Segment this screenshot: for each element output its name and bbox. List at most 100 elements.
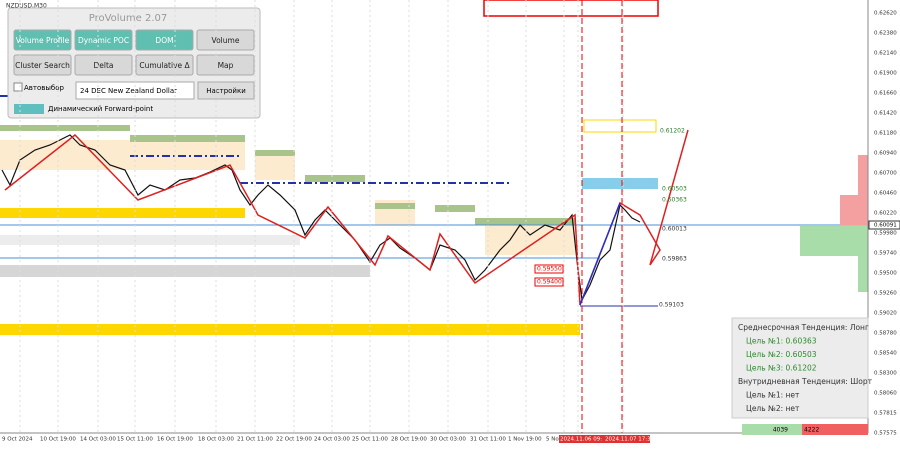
button-label[interactable]: Volume Profile bbox=[16, 36, 70, 45]
current-price-box bbox=[868, 220, 900, 230]
price-label: 0.58060 bbox=[874, 391, 897, 397]
time-label: 9 Oct 2024 bbox=[2, 437, 33, 443]
price-label: 0.60460 bbox=[874, 191, 897, 197]
trend-line-text: Цель №2: 0.60503 bbox=[746, 350, 817, 359]
level-label: 0.59550 bbox=[537, 266, 562, 273]
zone bbox=[0, 265, 370, 277]
profile bbox=[858, 155, 868, 225]
trend-line-text: Цель №1: нет bbox=[746, 391, 800, 400]
price-label: 0.59740 bbox=[874, 251, 897, 257]
button[interactable] bbox=[74, 29, 133, 51]
time-label: 21 Oct 11:00 bbox=[237, 437, 273, 443]
settings-button[interactable] bbox=[197, 81, 255, 100]
zone bbox=[475, 218, 575, 225]
trend-line-text: Цель №2: нет bbox=[746, 404, 800, 413]
zone bbox=[0, 324, 580, 335]
panel-title: ProVolume 2.07 bbox=[89, 13, 168, 24]
level-label: 0.60363 bbox=[662, 197, 687, 204]
zone bbox=[483, 0, 659, 17]
price-label: 0.62140 bbox=[874, 51, 897, 57]
button-label[interactable]: DOM bbox=[155, 36, 173, 45]
price-label: 0.58540 bbox=[874, 351, 897, 357]
time-label: 30 Oct 03:00 bbox=[430, 437, 466, 443]
price-label: 0.61180 bbox=[874, 131, 897, 137]
auto-select[interactable]: Автовыбор bbox=[24, 84, 65, 92]
button[interactable] bbox=[135, 29, 194, 51]
price-label: 0.60700 bbox=[874, 171, 897, 177]
time-label: 5 Nov bbox=[546, 437, 563, 443]
trend-lines: Среднесрочная Тенденция: Лонг Цель №1: 0.… bbox=[738, 323, 873, 413]
button-label[interactable]: Volume bbox=[212, 36, 240, 45]
button-label[interactable]: Delta bbox=[93, 61, 113, 70]
profile bbox=[800, 226, 868, 256]
profile bbox=[840, 195, 868, 225]
button-label[interactable]: Dynamic POC bbox=[78, 36, 129, 45]
price-label: 0.61420 bbox=[874, 111, 897, 117]
time-label: 24 Oct 03:00 bbox=[314, 437, 350, 443]
price-label: 0.62380 bbox=[874, 31, 897, 37]
button[interactable] bbox=[13, 29, 72, 51]
trend-line-text: Среднесрочная Тенденция: Лонг bbox=[738, 323, 869, 332]
trend-line-text: Цель №3: 0.61202 bbox=[746, 364, 817, 373]
price-label: 0.61900 bbox=[874, 71, 897, 77]
label-box bbox=[534, 264, 564, 274]
price-label: 0.59260 bbox=[874, 291, 897, 297]
price-label: 0.58300 bbox=[874, 371, 897, 377]
zone bbox=[485, 225, 575, 255]
toggle[interactable] bbox=[14, 104, 44, 114]
price-label: 0.60940 bbox=[874, 151, 897, 157]
provolume-panel: ProVolume 2.07 Volume Profile Dynamic POC… bbox=[7, 7, 261, 119]
forward-point[interactable]: Динамический Forward-point bbox=[48, 105, 153, 113]
buy-bar bbox=[742, 424, 802, 435]
button[interactable] bbox=[74, 54, 133, 76]
button-label[interactable]: Cluster Search bbox=[15, 61, 70, 70]
price-label: 0.62620 bbox=[874, 11, 897, 17]
profile bbox=[858, 226, 868, 292]
time-label: 18 Oct 03:00 bbox=[198, 437, 234, 443]
button-group: Volume Profile Dynamic POC DOM Volume Cluste… bbox=[13, 29, 255, 76]
price-axis: 0.62620 0.62380 0.62140 0.61900 0.61660 0.614… bbox=[868, 11, 900, 437]
settings[interactable]: Настройки bbox=[206, 87, 246, 95]
zone bbox=[583, 119, 657, 133]
zone bbox=[305, 175, 365, 182]
time-highlight bbox=[604, 435, 650, 443]
time-label: 2024.11.07 17:30 bbox=[605, 437, 655, 443]
zone bbox=[0, 235, 300, 245]
zone bbox=[0, 125, 130, 131]
button[interactable] bbox=[196, 29, 255, 51]
time-axis: 9 Oct 2024 10 Oct 19:00 14 Oct 03:00 15 Oct… bbox=[2, 0, 655, 443]
price-label: 0.61660 bbox=[874, 91, 897, 97]
level-labels: 0.61202 0.60503 0.60363 0.60013 0.59863 … bbox=[534, 128, 687, 309]
price-label: 0.58780 bbox=[874, 331, 897, 337]
button[interactable] bbox=[135, 54, 194, 76]
zone bbox=[0, 208, 245, 218]
price-label: 0.59020 bbox=[874, 311, 897, 317]
trend-line bbox=[579, 202, 621, 306]
trend-line-text: Внутридневная Тенденция: Шорт bbox=[738, 377, 873, 386]
zone bbox=[435, 205, 475, 212]
button[interactable] bbox=[13, 54, 72, 76]
volume-bar: 4039 4222 bbox=[742, 424, 868, 435]
zigzag bbox=[4, 129, 689, 306]
level-label: 0.61202 bbox=[660, 128, 685, 135]
time-label: 28 Oct 19:00 bbox=[391, 437, 427, 443]
button-label[interactable]: Cumulative Δ bbox=[139, 61, 190, 70]
checkbox[interactable] bbox=[13, 82, 23, 92]
level-label: 0.60503 bbox=[662, 186, 687, 193]
button-label[interactable]: Map bbox=[218, 61, 234, 70]
time-label: 14 Oct 03:00 bbox=[80, 437, 116, 443]
sell-volume: 4222 bbox=[804, 427, 819, 434]
current-price: 0.60091 bbox=[874, 223, 897, 229]
time-label: 22 Oct 19:00 bbox=[276, 437, 312, 443]
price-label: 0.57575 bbox=[874, 431, 897, 437]
level-label: 0.59103 bbox=[659, 302, 684, 309]
price-label: 0.57815 bbox=[874, 411, 897, 417]
level-label: 0.60013 bbox=[662, 226, 687, 233]
zone bbox=[582, 178, 658, 189]
instrument[interactable]: 24 DEC New Zealand Dollar bbox=[80, 87, 177, 95]
button[interactable] bbox=[196, 54, 255, 76]
sell-bar bbox=[802, 424, 868, 435]
price-label: 0.59500 bbox=[874, 271, 897, 277]
time-label: 25 Oct 11:00 bbox=[352, 437, 388, 443]
